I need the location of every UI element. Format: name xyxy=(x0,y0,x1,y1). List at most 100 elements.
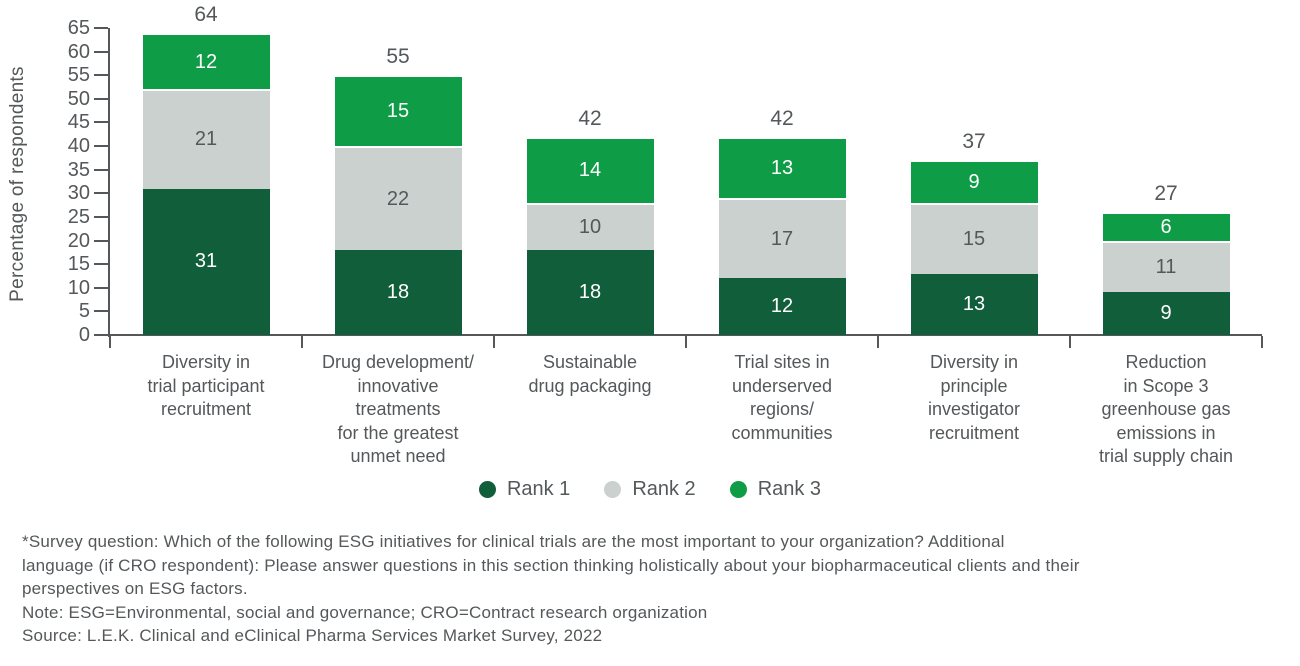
bar-group: 12 17 13 42 Trial sites in underserved regio… xyxy=(686,0,878,470)
y-axis-tick-label: 50 xyxy=(67,87,90,110)
bar-total-label: 42 xyxy=(578,106,602,130)
y-axis-tick xyxy=(94,50,108,53)
segment-value-label: 31 xyxy=(194,250,218,273)
y-axis-tick-label: 30 xyxy=(67,182,90,205)
y-axis-tick xyxy=(94,263,108,266)
segment-value-label: 15 xyxy=(386,100,410,123)
y-axis-tick xyxy=(94,334,108,336)
category-label: Trial sites in underserved regions/ comm… xyxy=(731,352,833,443)
legend-color-dot xyxy=(478,481,496,498)
y-axis-tick-label: 35 xyxy=(67,158,90,181)
y-axis-tick xyxy=(94,168,108,171)
y-axis-title: Percentage of respondents xyxy=(7,66,28,302)
segment-value-label: 9 xyxy=(1160,302,1172,325)
legend-color-dot xyxy=(604,481,622,498)
segment-value-label: 21 xyxy=(194,128,218,151)
category-label: Diversity in principle investigator recr… xyxy=(927,352,1021,443)
bar-segment-rank-2: 17 xyxy=(718,198,846,279)
y-axis-tick-label: 15 xyxy=(67,253,90,276)
segment-value-label: 12 xyxy=(770,295,794,318)
bar-segment-rank-2: 15 xyxy=(910,202,1038,274)
y-axis-tick-label: 10 xyxy=(67,276,90,299)
y-axis-tick-label: 40 xyxy=(67,135,90,158)
legend-color-dot xyxy=(729,481,747,498)
bar-total-label: 42 xyxy=(770,106,794,130)
bar-segment-rank-3: 6 xyxy=(1102,212,1230,241)
bar-segment-rank-1: 31 xyxy=(142,188,270,335)
segment-value-label: 22 xyxy=(386,187,410,210)
y-axis-tick xyxy=(94,215,108,218)
segment-value-label: 9 xyxy=(968,170,980,193)
y-axis-tick-label: 65 xyxy=(67,17,90,39)
y-axis-tick-label: 25 xyxy=(67,205,90,228)
legend-item-rank-3: Rank 3 xyxy=(729,478,822,501)
x-axis-tick xyxy=(1069,336,1071,348)
bar-group: 31 21 12 64 Diversity in trial participant r… xyxy=(110,0,302,470)
x-axis-tick xyxy=(1261,336,1263,348)
category-label: Diversity in trial participant recruitme… xyxy=(147,352,265,419)
y-axis-tick-label: 60 xyxy=(67,40,90,63)
legend-item-rank-1: Rank 1 xyxy=(478,478,570,501)
bar-segment-rank-3: 14 xyxy=(526,136,654,203)
segment-value-label: 18 xyxy=(578,280,602,303)
x-axis-tick xyxy=(109,336,111,348)
bar-segment-rank-3: 13 xyxy=(718,136,846,199)
bar-segment-rank-3: 12 xyxy=(142,32,270,90)
segment-value-label: 17 xyxy=(770,227,794,250)
y-axis-tick xyxy=(94,145,108,148)
legend-label: Rank 3 xyxy=(757,478,822,500)
segment-value-label: 15 xyxy=(962,227,986,250)
y-axis-tick-label: 45 xyxy=(67,111,90,134)
legend-label: Rank 2 xyxy=(632,478,696,500)
bar-segment-rank-2: 11 xyxy=(1102,240,1230,293)
x-axis-tick xyxy=(685,336,687,348)
category-label: Drug development/ innovative treatments … xyxy=(321,352,475,466)
bar-total-label: 37 xyxy=(962,130,986,154)
bar-segment-rank-1: 18 xyxy=(334,249,462,335)
bar-segment-rank-2: 10 xyxy=(526,202,654,250)
bar-segment-rank-1: 9 xyxy=(1102,292,1230,335)
segment-value-label: 12 xyxy=(194,50,218,73)
y-axis-tick-label: 0 xyxy=(78,324,90,346)
bar-segment-rank-1: 13 xyxy=(910,273,1038,335)
bar-group: 9 11 6 27 Reduction in Scope 3 greenhouse ga… xyxy=(1070,0,1262,470)
segment-value-label: 18 xyxy=(386,280,410,303)
y-axis-line xyxy=(108,28,110,337)
legend-item-rank-2: Rank 2 xyxy=(604,478,696,501)
x-axis-tick xyxy=(301,336,303,348)
y-axis-tick-label: 20 xyxy=(67,229,90,252)
y-axis-tick xyxy=(94,310,108,313)
y-axis-tick xyxy=(94,74,108,77)
bar-total-label: 55 xyxy=(386,45,410,69)
bar-segment-rank-3: 15 xyxy=(334,75,462,147)
segment-value-label: 13 xyxy=(962,292,986,315)
y-axis-tick xyxy=(94,286,108,289)
bar-segment-rank-2: 22 xyxy=(334,146,462,250)
y-axis-tick-label: 55 xyxy=(67,64,90,87)
y-axis-tick xyxy=(94,192,108,195)
y-axis-tick xyxy=(94,97,108,100)
x-axis-tick xyxy=(877,336,879,348)
bar-segment-rank-3: 9 xyxy=(910,160,1038,203)
bar-segment-rank-1: 18 xyxy=(526,249,654,335)
legend: Rank 1 Rank 2 Rank 3 xyxy=(0,478,1300,501)
segment-value-label: 10 xyxy=(578,215,602,238)
y-axis-tick xyxy=(94,239,108,242)
bar-segment-rank-2: 21 xyxy=(142,89,270,189)
x-axis-tick xyxy=(493,336,495,348)
bar-group: 18 22 15 55 Drug development/ innovative tre… xyxy=(302,0,494,470)
category-label: Sustainable drug packaging xyxy=(528,352,652,396)
y-axis-tick xyxy=(94,121,108,124)
segment-value-label: 11 xyxy=(1155,256,1177,278)
segment-value-label: 6 xyxy=(1160,215,1172,238)
bar-segment-rank-1: 12 xyxy=(718,278,846,335)
footnote-text: *Survey question: Which of the following… xyxy=(22,532,1080,645)
bar-group: 18 10 14 42 Sustainable drug packaging xyxy=(494,0,686,470)
y-axis-tick xyxy=(94,27,108,29)
segment-value-label: 13 xyxy=(770,156,794,179)
x-axis-line xyxy=(108,334,1262,336)
bar-group: 13 15 9 37 Diversity in principle investigat… xyxy=(878,0,1070,470)
bar-total-label: 27 xyxy=(1154,182,1178,206)
category-label: Reduction in Scope 3 greenhouse gas emis… xyxy=(1098,352,1234,466)
